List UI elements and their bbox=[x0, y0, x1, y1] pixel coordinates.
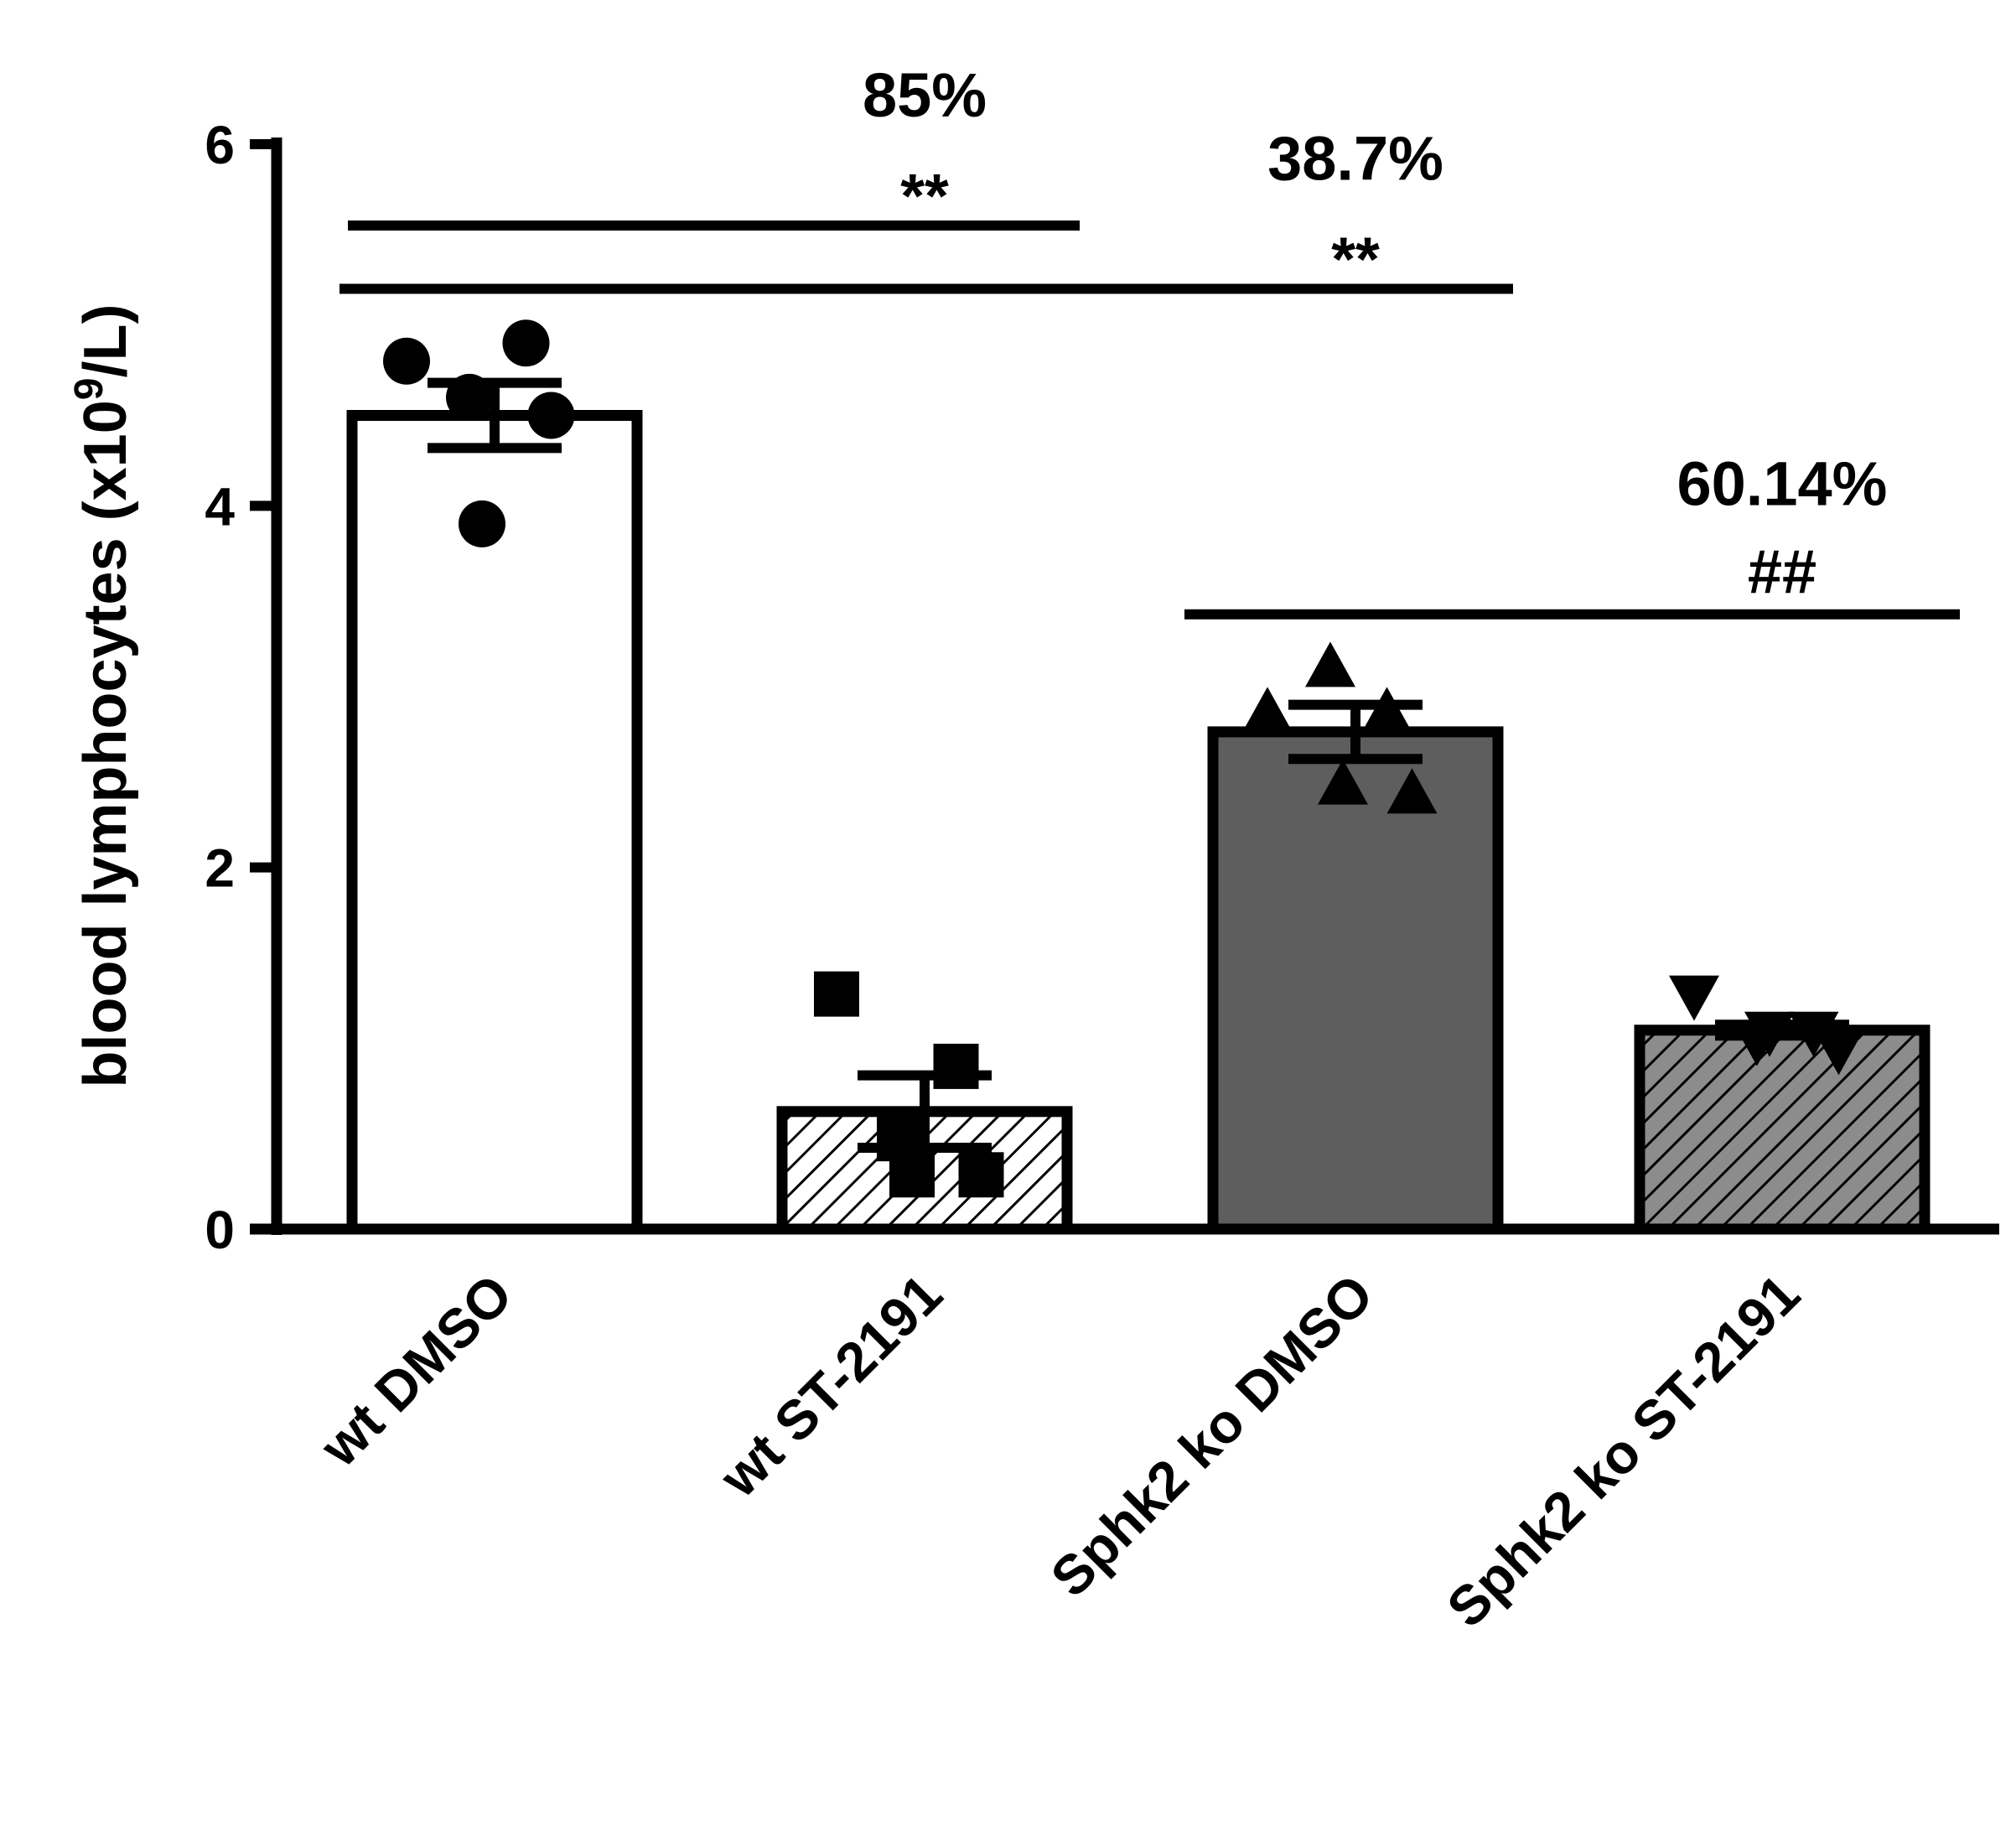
bar-1 bbox=[346, 410, 643, 1235]
data-point-4-2 bbox=[1788, 1011, 1839, 1057]
data-point-1-4 bbox=[527, 392, 575, 439]
y-axis-title-superscript: 9 bbox=[67, 378, 111, 401]
data-point-3-2 bbox=[1361, 687, 1412, 733]
significance-marker-3: ## bbox=[1748, 537, 1816, 607]
percent-label-3: 60.14% bbox=[1677, 449, 1888, 519]
category-label-3: Sphk2 ko DMSO bbox=[1039, 1263, 1385, 1609]
data-point-2-4 bbox=[958, 1152, 1004, 1198]
significance-marker-2: ** bbox=[1331, 225, 1380, 294]
data-point-3-4 bbox=[1386, 768, 1438, 814]
data-point-2-2 bbox=[933, 1043, 979, 1089]
category-label-2: wt ST-2191 bbox=[707, 1263, 954, 1509]
data-point-3-5 bbox=[1318, 759, 1368, 805]
data-point-2-1 bbox=[814, 971, 859, 1017]
y-tick-label-2: 2 bbox=[205, 838, 235, 899]
category-label-1: wt DMSO bbox=[308, 1263, 524, 1479]
bar-3 bbox=[1207, 726, 1504, 1235]
data-point-2-5 bbox=[889, 1152, 935, 1198]
data-point-1-1 bbox=[383, 337, 430, 385]
percent-label-2: 38.7% bbox=[1267, 124, 1443, 194]
percent-label-1: 85% bbox=[863, 60, 987, 130]
data-point-4-4 bbox=[1813, 1030, 1864, 1076]
error-bar-1 bbox=[428, 377, 562, 454]
y-tick-label-6: 6 bbox=[205, 115, 235, 175]
bar-4 bbox=[1634, 1025, 1930, 1235]
data-point-4-1 bbox=[1669, 975, 1719, 1021]
category-label-4: Sphk2 ko ST-2191 bbox=[1435, 1263, 1811, 1639]
significance-marker-1: ** bbox=[900, 161, 949, 231]
y-tick-label-0: 0 bbox=[205, 1200, 235, 1260]
data-point-1-5 bbox=[459, 500, 505, 547]
data-point-3-3 bbox=[1305, 641, 1355, 687]
data-point-3-1 bbox=[1242, 687, 1293, 733]
error-bar-3 bbox=[1288, 699, 1423, 765]
y-axis-title: blood lymphocytes (x109/L) bbox=[67, 304, 139, 1088]
data-point-4-5 bbox=[1744, 1011, 1795, 1057]
y-axis-title-end: /L) bbox=[72, 304, 139, 378]
y-tick-label-4: 4 bbox=[205, 476, 235, 537]
data-point-1-2 bbox=[502, 319, 550, 367]
data-point-1-3 bbox=[446, 373, 493, 421]
